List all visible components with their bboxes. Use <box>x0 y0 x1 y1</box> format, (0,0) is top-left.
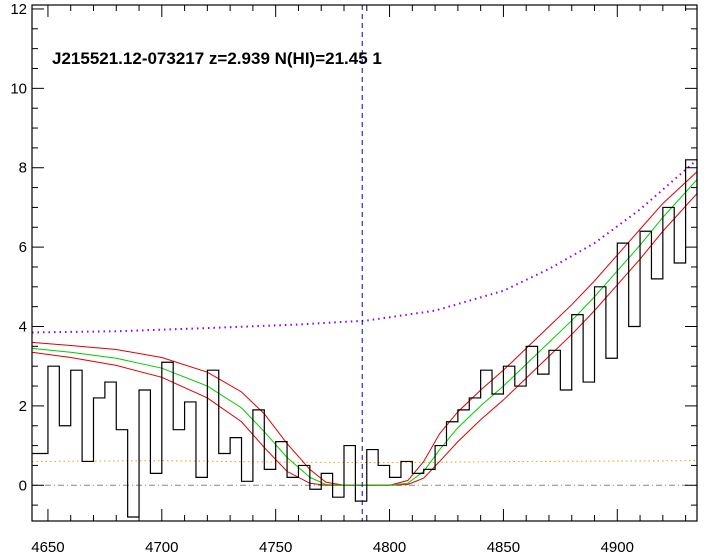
x-tick-label: 4700 <box>145 539 178 556</box>
chart-title: J215521.12-073217 z=2.939 N(HI)=21.45 1 <box>52 49 382 68</box>
plot-frame <box>31 4 698 522</box>
x-tick-label: 4900 <box>601 539 634 556</box>
axis-ticks: 4650 4700 4750 4800 4850 4900 0 2 4 6 8 10 12 <box>10 1 697 556</box>
series-layer <box>31 5 698 521</box>
flux-series <box>32 159 698 518</box>
x-tick-label: 4650 <box>31 539 64 556</box>
y-tick-label: 10 <box>10 80 27 97</box>
y-tick-label: 0 <box>19 477 27 494</box>
y-tick-label: 6 <box>19 239 27 256</box>
model-upper-series <box>31 171 698 486</box>
continuum-series <box>31 159 698 334</box>
x-tick-label: 4800 <box>373 539 406 556</box>
y-tick-label: 4 <box>19 319 27 336</box>
y-tick-label: 8 <box>19 160 27 177</box>
x-tick-label: 4850 <box>487 539 520 556</box>
y-tick-label: 12 <box>10 1 27 18</box>
error-series <box>31 460 698 464</box>
model-lower-series <box>31 193 698 486</box>
y-tick-label: 2 <box>19 398 27 415</box>
x-tick-label: 4750 <box>259 539 292 556</box>
model-series <box>31 179 698 486</box>
